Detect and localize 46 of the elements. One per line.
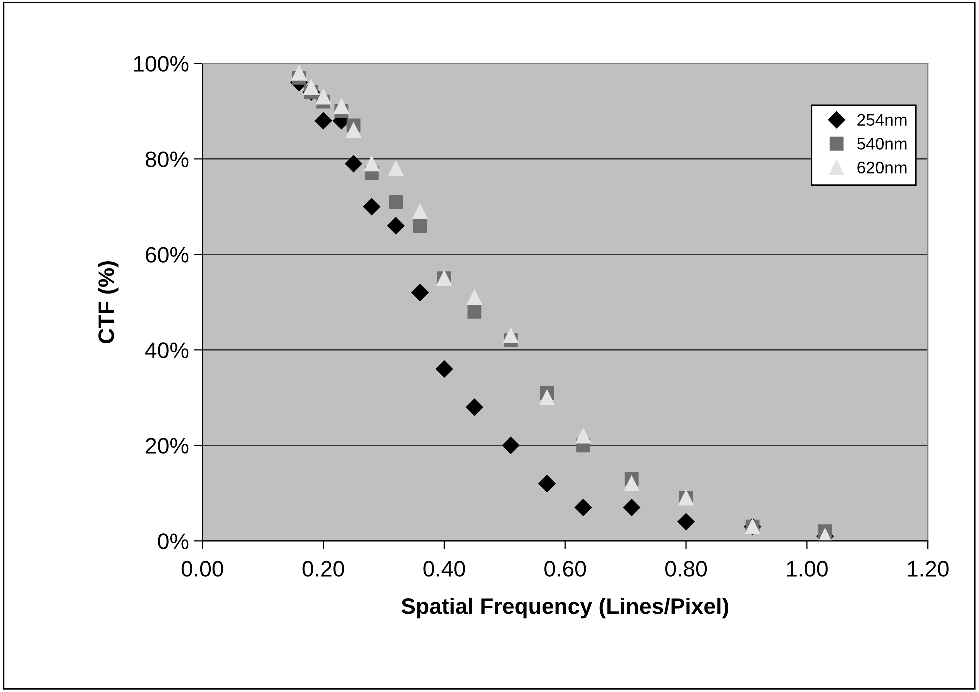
legend-label: 620nm	[858, 162, 907, 174]
point	[467, 290, 482, 306]
point	[678, 513, 695, 531]
point	[436, 360, 454, 378]
point	[334, 99, 350, 114]
point	[502, 437, 520, 454]
y-tick-label: 80%	[146, 152, 189, 168]
legend-label: 540nm	[858, 138, 907, 150]
point	[468, 305, 482, 319]
legend-label: 254nm	[858, 114, 907, 126]
point	[346, 122, 362, 138]
point	[388, 161, 404, 176]
point	[413, 219, 428, 233]
point	[364, 156, 380, 172]
point	[389, 195, 404, 210]
point	[363, 198, 380, 216]
x-tick-label: 0.40	[424, 561, 466, 577]
x-tick-label: 0.80	[666, 561, 708, 577]
y-tick-label: 40%	[145, 342, 189, 358]
point	[466, 398, 484, 416]
y-tick-label: 0%	[158, 534, 189, 550]
point	[540, 390, 555, 406]
x-tick-label: 0.60	[544, 561, 586, 577]
y-axis-title: CTF (%)	[98, 262, 119, 344]
point	[623, 499, 640, 516]
point	[388, 217, 405, 235]
x-tick-label: 0.00	[182, 561, 224, 577]
y-tick-label: 20%	[146, 438, 189, 454]
y-tick-label: 100%	[134, 56, 189, 72]
point	[574, 499, 592, 516]
point	[624, 476, 640, 492]
point	[304, 80, 320, 96]
point	[345, 155, 362, 172]
y-tick-label: 60%	[146, 247, 189, 263]
point	[503, 328, 519, 344]
point	[538, 475, 556, 492]
point	[576, 428, 592, 444]
point	[412, 284, 429, 302]
x-tick-label: 1.00	[787, 561, 828, 577]
x-axis-title: Spatial Frequency (Lines/Pixel)	[402, 598, 729, 619]
point	[315, 112, 332, 130]
point	[316, 89, 332, 105]
x-tick-label: 1.20	[908, 561, 949, 577]
x-tick-label: 0.20	[302, 561, 344, 577]
point	[412, 204, 428, 220]
point	[292, 66, 308, 81]
